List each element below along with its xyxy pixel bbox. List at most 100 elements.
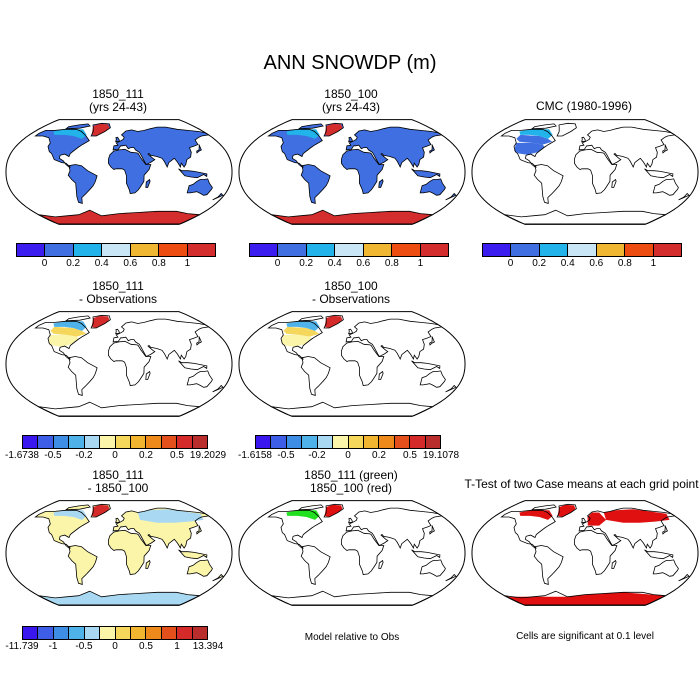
land-fill (341, 149, 384, 194)
colorbar-swatch (363, 436, 380, 448)
panel-4-title: 1850_111- Observations (78, 279, 158, 306)
colorbar-swatch (539, 244, 569, 256)
coastline (178, 549, 208, 560)
colorbar-swatch (102, 244, 131, 256)
coastline (178, 360, 208, 371)
coastline (429, 144, 435, 154)
land-fill (212, 574, 223, 581)
land-fill (35, 129, 90, 167)
coastline (611, 178, 617, 188)
sig-fill (587, 512, 607, 526)
colorbar-tick-label: 0.5 (170, 450, 184, 461)
colorbar-tick-label: 0.2 (66, 258, 81, 269)
coastline (297, 123, 324, 130)
map-panel-5 (238, 311, 466, 417)
coastline (445, 573, 457, 582)
coastline (267, 320, 323, 360)
coastline (411, 360, 441, 371)
land-fill (268, 129, 323, 167)
colorbar-swatch (192, 436, 208, 448)
coastline (419, 178, 446, 196)
land-fill (35, 510, 90, 548)
coastline (652, 178, 679, 196)
us-fill (514, 142, 545, 155)
coastline (581, 517, 587, 524)
colorbar-tick-label: 19.1078 (422, 450, 460, 461)
coastline (196, 525, 202, 535)
colorbar-panel-1 (16, 243, 216, 257)
colorbar-swatch (84, 436, 101, 448)
map-panel-3 (471, 119, 699, 225)
colorbar-tick-label: 0 (274, 258, 281, 269)
coastline (300, 164, 331, 204)
coastline (107, 148, 152, 194)
colorbar-tick-label: 0.6 (589, 258, 604, 269)
land-fill (108, 149, 151, 194)
coastline (411, 168, 441, 179)
coastline (115, 517, 121, 524)
coastline (378, 178, 384, 188)
coastline (578, 507, 676, 550)
map-border (238, 500, 466, 606)
coastline (573, 148, 618, 194)
land-fill (68, 545, 98, 585)
colorbar-tick-label: 0.2 (299, 258, 314, 269)
colorbar-swatch (379, 436, 395, 448)
coastline (112, 126, 210, 169)
colorbar-swatch (161, 627, 178, 639)
coastline (67, 356, 98, 396)
colorbar-labels-panel-3: 0 0.2 0.4 0.6 0.8 1 (482, 258, 682, 270)
colorbar-labels-panel-7: -11.739 -1 -0.5 0 0.5 1 13.394 (5, 641, 223, 653)
arctic-fill (53, 321, 87, 331)
coastline (145, 178, 151, 188)
colorbar-tick-label: 0 (41, 258, 48, 269)
coastline (504, 209, 667, 225)
coastline (348, 328, 354, 335)
land-fill (378, 179, 384, 188)
coastline (297, 315, 324, 322)
coastline (378, 559, 384, 569)
colorbar-swatch (177, 627, 193, 639)
coastline (90, 314, 111, 329)
coastline (196, 144, 202, 154)
land-fill (212, 193, 223, 200)
map-border (5, 311, 233, 417)
colorbar-swatch (23, 436, 39, 448)
map-border (238, 119, 466, 225)
coastline (573, 529, 618, 575)
coastline (348, 517, 354, 524)
us-fill (48, 334, 79, 347)
arctic-fill (286, 321, 320, 331)
colorbar-swatch (115, 436, 131, 448)
map-panel-4 (5, 311, 233, 417)
colorbar-swatch (69, 627, 85, 639)
coastline (644, 168, 674, 179)
colorbar-labels-panel-2: 0 0.2 0.4 0.6 0.8 1 (249, 258, 449, 270)
colorbar-swatch (625, 244, 654, 256)
colorbar-swatch (17, 244, 46, 256)
coastline (323, 503, 344, 518)
coastline (271, 590, 434, 606)
coastline (652, 559, 679, 577)
land-fill (420, 178, 446, 196)
panel-5-title: 1850_100- Observations (311, 279, 391, 306)
map-border (5, 500, 233, 606)
coastline (64, 123, 91, 130)
map-border (5, 119, 233, 225)
greenland-fill (91, 123, 110, 136)
colorbar-swatch (410, 436, 426, 448)
colorbar-tick-label: -1 (48, 641, 58, 652)
colorbar-labels-panel-4: -1.6738 -0.5 -0.2 0 0.2 0.5 19.2029 (5, 450, 226, 462)
colorbar-swatch (53, 436, 70, 448)
coastline (64, 504, 91, 511)
coastline (530, 123, 557, 130)
colorbar-swatch (250, 244, 279, 256)
colorbar-tick-label: 1 (650, 258, 657, 269)
coastline (500, 509, 556, 549)
colorbar-tick-label: 19.2029 (189, 450, 227, 461)
colorbar-swatch (511, 244, 540, 256)
coastline (186, 559, 213, 577)
coastline (212, 192, 224, 201)
land-fill (108, 530, 151, 575)
colorbar-tick-label: -1.6158 (238, 450, 272, 461)
